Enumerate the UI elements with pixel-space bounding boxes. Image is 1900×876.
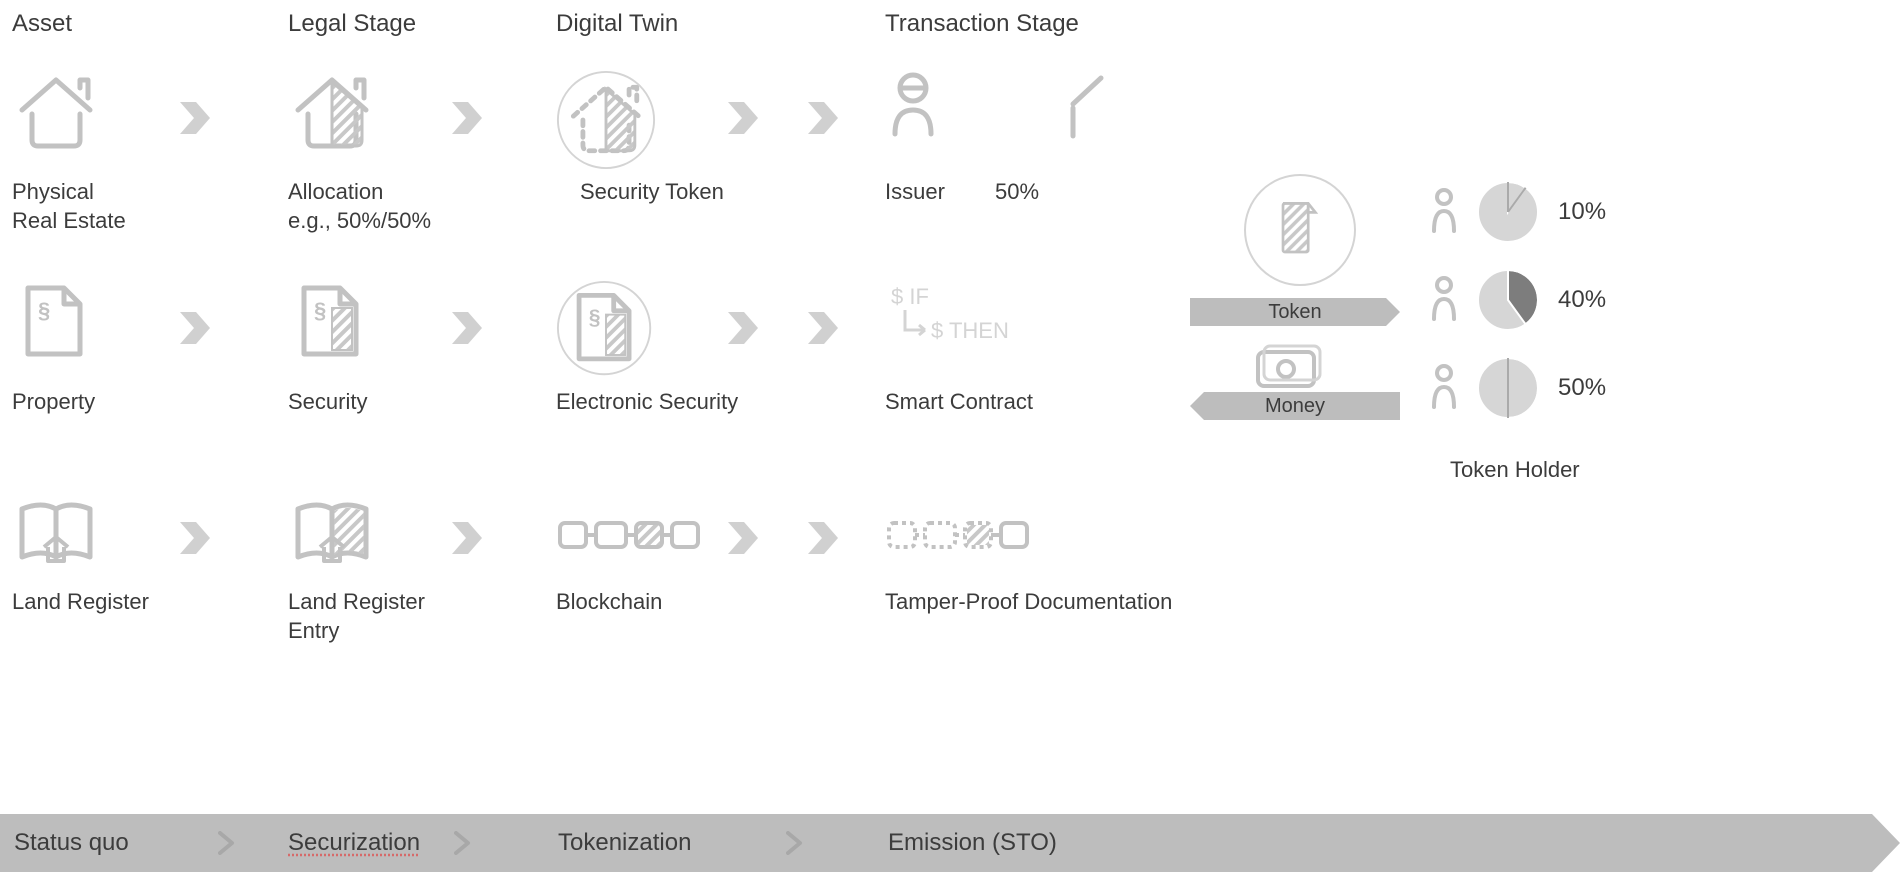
holder-row-50: 50% bbox=[1430, 356, 1606, 420]
icon-asset-estate bbox=[12, 70, 102, 159]
label-digital-property: Electronic Security bbox=[556, 388, 738, 417]
svg-text:$ THEN: $ THEN bbox=[931, 318, 1009, 343]
holder-row-40: 40% bbox=[1430, 268, 1606, 332]
label-legal-property: Security bbox=[288, 388, 367, 417]
phase-chevron-icon bbox=[218, 831, 238, 855]
icon-digital-register bbox=[556, 495, 706, 580]
flow-arrow-icon bbox=[726, 100, 762, 136]
icon-digital-estate bbox=[556, 70, 656, 175]
flow-arrow-icon bbox=[178, 520, 214, 556]
token-holder-label: Token Holder bbox=[1450, 456, 1580, 485]
phase-status-quo: Status quo bbox=[14, 829, 129, 857]
flow-arrow-icon bbox=[450, 310, 486, 346]
label-asset-property: Property bbox=[12, 388, 95, 417]
label-legal-estate: Allocation e.g., 50%/50% bbox=[288, 178, 431, 235]
svg-text:§: § bbox=[38, 298, 50, 323]
flow-arrow-icon bbox=[450, 100, 486, 136]
label-asset-estate: Physical Real Estate bbox=[12, 178, 126, 235]
flow-arrow-icon bbox=[178, 100, 214, 136]
svg-text:$ IF: $ IF bbox=[891, 284, 929, 309]
column-header-legal: Legal Stage bbox=[288, 10, 416, 38]
column-header-txn: Transaction Stage bbox=[885, 10, 1079, 38]
column-header-asset: Asset bbox=[12, 10, 72, 38]
icon-digital-property: § bbox=[556, 280, 656, 385]
phase-emission-sto-: Emission (STO) bbox=[888, 829, 1057, 857]
label-issuer-pct: 50% bbox=[995, 178, 1039, 207]
icon-legal-property: § bbox=[288, 280, 378, 369]
label-asset-register: Land Register bbox=[12, 588, 149, 617]
svg-text:§: § bbox=[314, 298, 326, 323]
flow-arrow-icon bbox=[178, 310, 214, 346]
phase-chevron-icon bbox=[786, 831, 806, 855]
label-digital-register: Blockchain bbox=[556, 588, 662, 617]
phase-tokenization: Tokenization bbox=[558, 829, 691, 857]
label-legal-register: Land Register Entry bbox=[288, 588, 425, 645]
icon-asset-register bbox=[12, 495, 102, 584]
flow-arrow-icon bbox=[726, 310, 762, 346]
icon-txn-property: $ IF$ THEN bbox=[885, 280, 1055, 365]
icon-legal-register bbox=[288, 495, 378, 584]
phase-track: Status quo Securization Tokenization Emissi… bbox=[0, 814, 1900, 872]
money-icon bbox=[1250, 338, 1330, 399]
column-header-digital: Digital Twin bbox=[556, 10, 678, 38]
icon-txn-estate bbox=[885, 70, 1125, 155]
label-txn-property: Smart Contract bbox=[885, 388, 1033, 417]
flow-arrow-icon bbox=[806, 310, 842, 346]
phase-chevron-icon bbox=[454, 831, 474, 855]
flow-arrow-icon bbox=[806, 100, 842, 136]
icon-txn-register bbox=[885, 495, 1035, 580]
flow-arrow-icon bbox=[806, 520, 842, 556]
label-txn-register: Tamper-Proof Documentation bbox=[885, 588, 1172, 617]
label-issuer: Issuer bbox=[885, 178, 945, 207]
label-digital-estate: Security Token bbox=[580, 178, 724, 207]
svg-text:§: § bbox=[589, 306, 601, 329]
phase-securization: Securization bbox=[288, 829, 420, 857]
icon-asset-property: § bbox=[12, 280, 102, 369]
flow-arrow-icon bbox=[450, 520, 486, 556]
holder-row-10: 10% bbox=[1430, 180, 1606, 244]
token-circle-icon bbox=[1240, 170, 1360, 295]
icon-legal-estate bbox=[288, 70, 378, 159]
money-band: Money bbox=[1190, 392, 1400, 420]
token-band: Token bbox=[1190, 298, 1400, 326]
flow-arrow-icon bbox=[726, 520, 762, 556]
